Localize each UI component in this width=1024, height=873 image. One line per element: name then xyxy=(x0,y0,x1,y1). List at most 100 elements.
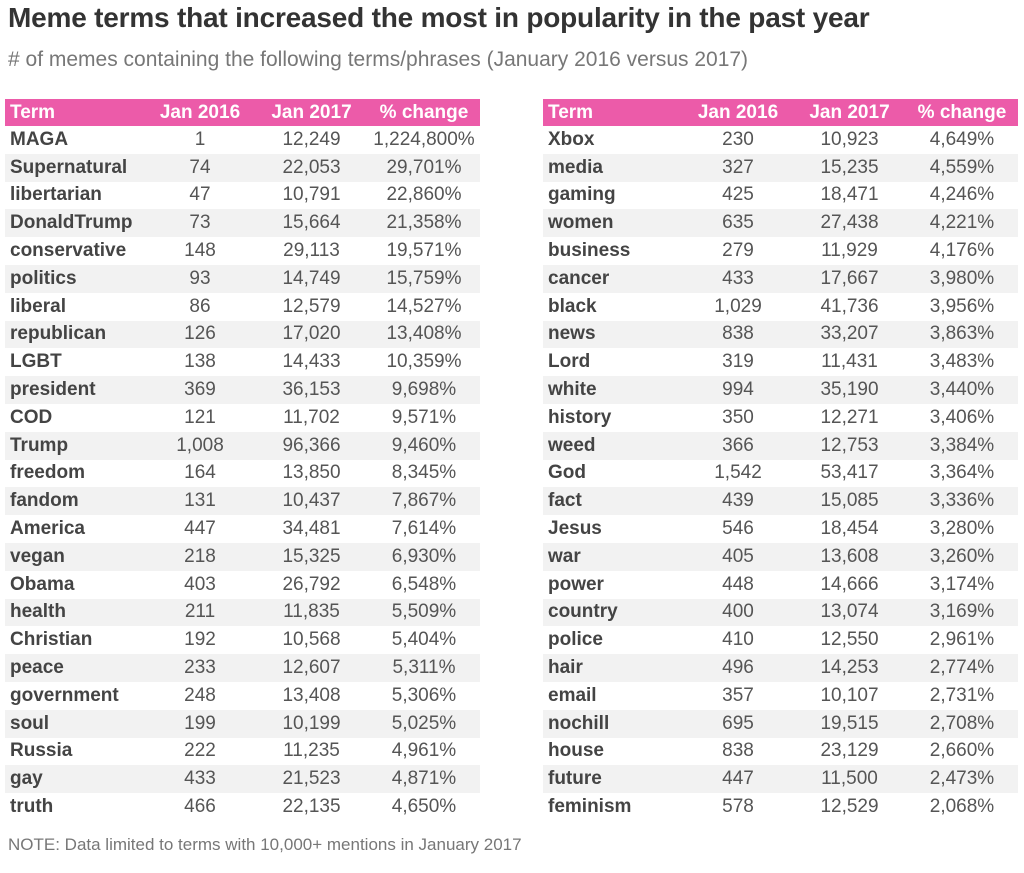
cell-percent-change: 4,559% xyxy=(906,153,1018,182)
cell-jan-2016: 319 xyxy=(722,351,754,373)
cell-percent-change: 4,649% xyxy=(929,128,995,150)
cell-percent-change: 13,408% xyxy=(368,320,480,349)
cell-percent-change: 4,176% xyxy=(929,240,995,262)
cell-jan-2017: 34,481 xyxy=(282,518,341,540)
cell-jan-2016: 838 xyxy=(683,320,793,349)
cell-percent-change: 9,460% xyxy=(368,431,480,460)
page-subtitle: # of memes containing the following term… xyxy=(8,48,749,71)
table-row: fact 439 15,085 3,336% xyxy=(543,487,1018,516)
cell-jan-2017: 10,791 xyxy=(282,184,341,206)
cell-jan-2017: 17,667 xyxy=(793,264,906,293)
table-row: vegan 218 15,325 6,930% xyxy=(5,542,480,571)
cell-jan-2016: 248 xyxy=(184,684,216,706)
cell-percent-change: 3,863% xyxy=(906,320,1018,349)
cell-jan-2017: 36,153 xyxy=(255,376,368,404)
cell-jan-2017: 21,523 xyxy=(255,765,368,794)
table-row: LGBT 138 14,433 10,359% xyxy=(5,348,480,376)
table-row: politics 93 14,749 15,759% xyxy=(5,264,480,293)
table-row: freedom 164 13,850 8,345% xyxy=(5,460,480,488)
table-row: fandom 131 10,437 7,867% xyxy=(5,487,480,516)
column-header-jan-2016: Jan 2016 xyxy=(145,99,255,126)
cell-jan-2016: 405 xyxy=(683,542,793,571)
cell-jan-2017: 35,190 xyxy=(793,376,906,404)
cell-percent-change: 5,404% xyxy=(391,629,457,651)
cell-term: feminism xyxy=(548,796,632,818)
cell-term: history xyxy=(548,406,612,428)
cell-term: media xyxy=(543,153,683,182)
table-row: president 369 36,153 9,698% xyxy=(5,376,480,404)
cell-percent-change: 4,961% xyxy=(391,740,457,762)
table-row: feminism 578 12,529 2,068% xyxy=(543,793,1018,821)
cell-term: president xyxy=(5,376,145,404)
cell-term: LGBT xyxy=(10,351,62,373)
cell-jan-2016: 1,029 xyxy=(714,295,762,317)
cell-jan-2016: 73 xyxy=(145,209,255,238)
cell-jan-2017: 13,850 xyxy=(282,462,341,484)
table-row: news 838 33,207 3,863% xyxy=(543,320,1018,349)
table-row: gay 433 21,523 4,871% xyxy=(5,765,480,794)
cell-jan-2017: 27,438 xyxy=(793,209,906,238)
cell-percent-change: 2,774% xyxy=(906,654,1018,682)
cell-term: gaming xyxy=(548,184,616,206)
cell-jan-2016: 447 xyxy=(683,765,793,794)
cell-term: Christian xyxy=(10,629,93,651)
cell-jan-2016: 635 xyxy=(683,209,793,238)
table-row: women 635 27,438 4,221% xyxy=(543,209,1018,238)
cell-percent-change: 3,174% xyxy=(929,573,995,595)
cell-percent-change: 19,571% xyxy=(386,240,462,262)
cell-percent-change: 3,280% xyxy=(929,518,995,540)
cell-percent-change: 4,246% xyxy=(929,184,995,206)
footnote: NOTE: Data limited to terms with 10,000+… xyxy=(8,835,522,854)
cell-jan-2017: 14,749 xyxy=(255,264,368,293)
cell-jan-2016: 47 xyxy=(189,184,211,206)
cell-term: business xyxy=(548,240,631,262)
table-row: truth 466 22,135 4,650% xyxy=(5,793,480,821)
cell-term: God xyxy=(548,462,586,484)
cell-term: MAGA xyxy=(10,128,69,150)
table-row: war 405 13,608 3,260% xyxy=(543,542,1018,571)
cell-percent-change: 9,698% xyxy=(368,376,480,404)
table-row: government 248 13,408 5,306% xyxy=(5,682,480,710)
cell-jan-2017: 13,408 xyxy=(282,684,341,706)
cell-jan-2017: 10,199 xyxy=(255,709,368,738)
column-header-percent-change: % change xyxy=(906,99,1018,126)
table-row: Jesus 546 18,454 3,280% xyxy=(543,515,1018,543)
column-header-jan-2017: Jan 2017 xyxy=(793,99,906,126)
cell-jan-2017: 13,074 xyxy=(793,598,906,627)
cell-term: white xyxy=(543,376,683,404)
cell-percent-change: 3,336% xyxy=(906,487,1018,516)
cell-term: future xyxy=(543,765,683,794)
cell-jan-2016: 350 xyxy=(722,406,754,428)
cell-term: nochill xyxy=(543,709,683,738)
cell-jan-2016: 410 xyxy=(722,629,754,651)
cell-term: Obama xyxy=(10,573,75,595)
cell-term: politics xyxy=(5,264,145,293)
cell-term: gay xyxy=(5,765,145,794)
cell-jan-2017: 11,431 xyxy=(821,351,878,373)
cell-term: power xyxy=(548,573,604,595)
cell-jan-2017: 14,253 xyxy=(793,654,906,682)
cell-jan-2016: 496 xyxy=(683,654,793,682)
cell-jan-2016: 86 xyxy=(189,295,211,317)
cell-term: government xyxy=(10,684,119,706)
cell-term: fandom xyxy=(5,487,145,516)
cell-percent-change: 6,930% xyxy=(368,542,480,571)
table-row: peace 233 12,607 5,311% xyxy=(5,654,480,682)
cell-jan-2017: 11,500 xyxy=(793,765,906,794)
cell-jan-2016: 230 xyxy=(722,128,754,150)
cell-jan-2016: 433 xyxy=(145,765,255,794)
cell-jan-2016: 994 xyxy=(683,376,793,404)
table-row: house 838 23,129 2,660% xyxy=(543,738,1018,766)
cell-jan-2016: 192 xyxy=(184,629,216,651)
table-row: media 327 15,235 4,559% xyxy=(543,153,1018,182)
cell-percent-change: 6,548% xyxy=(391,573,457,595)
cell-jan-2016: 838 xyxy=(722,740,754,762)
cell-jan-2017: 13,608 xyxy=(793,542,906,571)
cell-percent-change: 29,701% xyxy=(368,153,480,182)
cell-jan-2017: 12,249 xyxy=(282,128,341,150)
cell-term: Supernatural xyxy=(5,153,145,182)
table-row: God 1,542 53,417 3,364% xyxy=(543,460,1018,488)
cell-percent-change: 3,169% xyxy=(906,598,1018,627)
header-row: Term Jan 2016 Jan 2017% change xyxy=(543,99,1018,126)
cell-percent-change: 2,660% xyxy=(929,740,995,762)
